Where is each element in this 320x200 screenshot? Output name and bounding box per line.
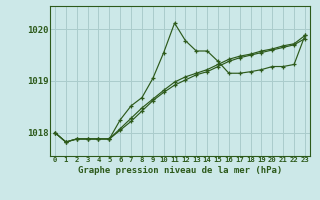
X-axis label: Graphe pression niveau de la mer (hPa): Graphe pression niveau de la mer (hPa) (78, 166, 282, 175)
